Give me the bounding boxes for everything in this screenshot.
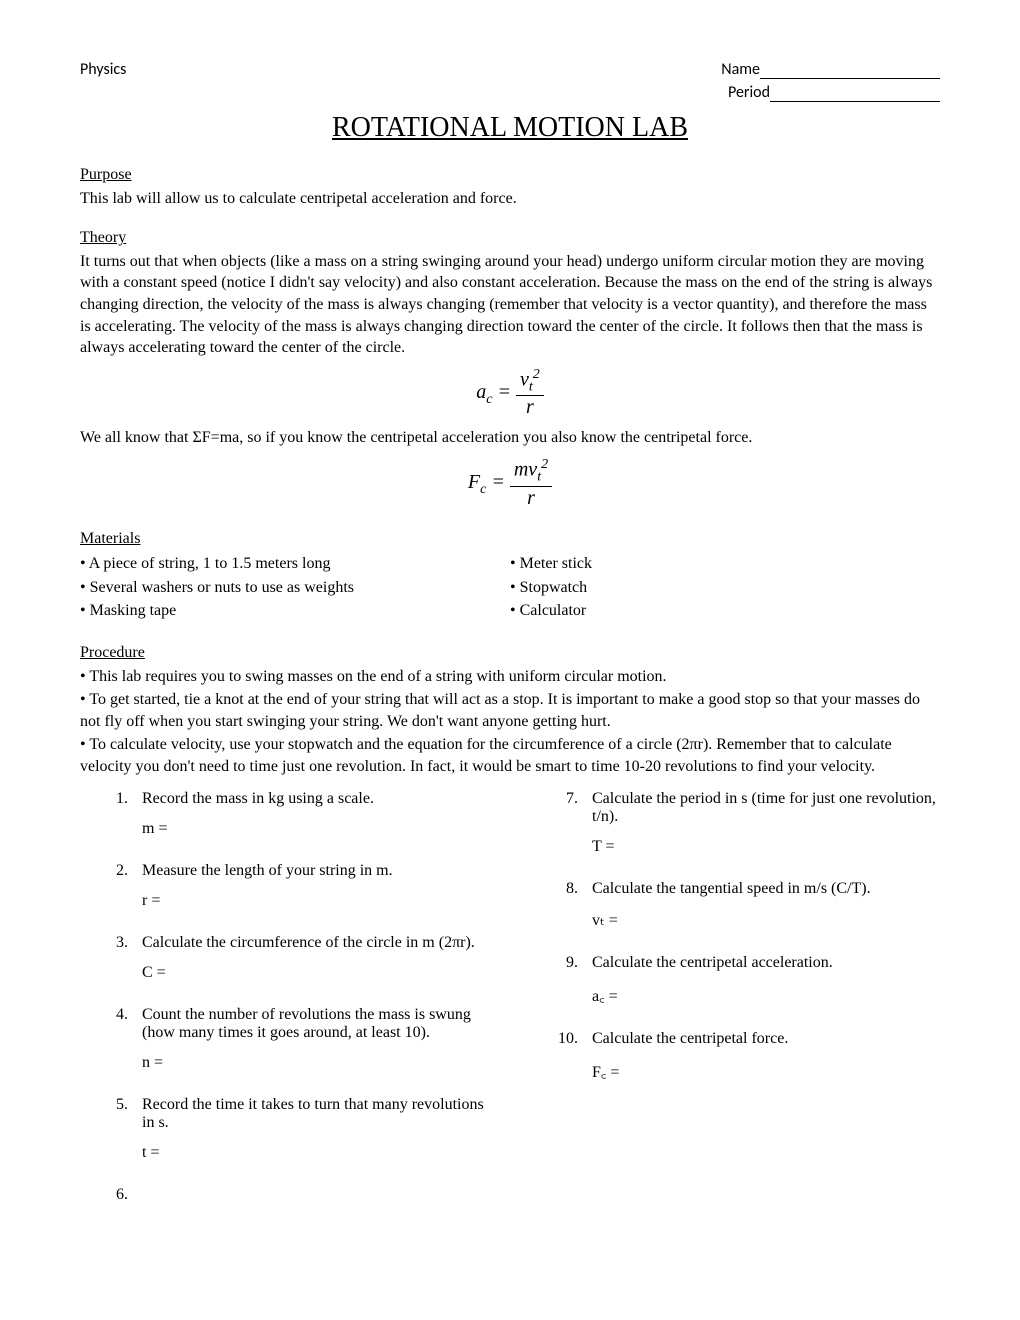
period-blank (770, 101, 940, 102)
materials-heading: Materials (80, 528, 940, 550)
f2-num: mvt2 (510, 457, 552, 487)
step-10-text: Calculate the centripetal force. (592, 1030, 788, 1047)
step-7-num: 7. (530, 790, 592, 872)
f2-frac: mvt2 r (510, 457, 552, 510)
equals2: = (491, 471, 510, 493)
f1-num-sup: 2 (533, 367, 540, 382)
step-6-num: 6. (80, 1186, 142, 1204)
step-4-body: Count the number of revolutions the mass… (142, 1006, 490, 1088)
step-1-num: 1. (80, 790, 142, 854)
step-7: 7. Calculate the period in s (time for j… (530, 790, 940, 872)
step-10-var: F꜀ = (592, 1060, 940, 1082)
mat-l-1: • Several washers or nuts to use as weig… (80, 577, 510, 599)
steps-right: 7. Calculate the period in s (time for j… (530, 790, 940, 1212)
f1-den: r (516, 396, 544, 419)
step-10-num: 10. (530, 1030, 592, 1098)
formula-ac: ac = vt2 r (80, 367, 940, 420)
f2-num-mv: mv (514, 459, 537, 481)
purpose-heading: Purpose (80, 164, 940, 186)
materials-right: • Meter stick • Stopwatch • Calculator (510, 551, 940, 624)
step-5: 5. Record the time it takes to turn that… (80, 1096, 490, 1178)
f2-den: r (510, 487, 552, 510)
f2-lhs: F (468, 471, 480, 493)
step-6: 6. (80, 1186, 490, 1204)
step-5-var: t = (142, 1144, 490, 1162)
theory-para1: It turns out that when objects (like a m… (80, 251, 940, 359)
proc-b0: • This lab requires you to swing masses … (80, 666, 940, 688)
step-8-body: Calculate the tangential speed in m/s (C… (592, 880, 940, 946)
step-8-var: vₜ = (592, 910, 940, 930)
step-9-var: a꜀ = (592, 984, 940, 1006)
step-4: 4. Count the number of revolutions the m… (80, 1006, 490, 1088)
step-9: 9. Calculate the centripetal acceleratio… (530, 954, 940, 1022)
formula-fc: Fc = mvt2 r (80, 457, 940, 510)
mat-r-1: • Stopwatch (510, 577, 940, 599)
step-3-num: 3. (80, 934, 142, 998)
f2-num-sup: 2 (541, 457, 548, 472)
step-8-num: 8. (530, 880, 592, 946)
step-10-body: Calculate the centripetal force. F꜀ = (592, 1030, 940, 1098)
steps-left: 1. Record the mass in kg using a scale. … (80, 790, 490, 1212)
f2-lhs-sub: c (480, 482, 486, 497)
page-title: ROTATIONAL MOTION LAB (80, 112, 940, 144)
materials-columns: • A piece of string, 1 to 1.5 meters lon… (80, 551, 940, 624)
materials-left: • A piece of string, 1 to 1.5 meters lon… (80, 551, 510, 624)
step-3: 3. Calculate the circumference of the ci… (80, 934, 490, 998)
step-10: 10. Calculate the centripetal force. F꜀ … (530, 1030, 940, 1098)
mat-r-2: • Calculator (510, 600, 940, 622)
step-2-body: Measure the length of your string in m. … (142, 862, 490, 926)
header-row-2: Period (80, 83, 940, 102)
step-4-num: 4. (80, 1006, 142, 1088)
mat-l-2: • Masking tape (80, 600, 510, 622)
step-1-body: Record the mass in kg using a scale. m = (142, 790, 490, 854)
f1-lhs-sub: c (486, 392, 492, 407)
step-3-body: Calculate the circumference of the circl… (142, 934, 490, 998)
f1-num-v: v (520, 368, 529, 390)
step-2-text: Measure the length of your string in m. (142, 862, 393, 879)
step-1-text: Record the mass in kg using a scale. (142, 790, 374, 807)
equals: = (497, 381, 516, 403)
step-9-num: 9. (530, 954, 592, 1022)
step-4-var: n = (142, 1054, 490, 1072)
theory-para2: We all know that ΣF=ma, so if you know t… (80, 427, 940, 449)
subject-label: Physics (80, 60, 126, 79)
purpose-text: This lab will allow us to calculate cent… (80, 188, 940, 210)
procedure-heading: Procedure (80, 642, 940, 664)
step-2: 2. Measure the length of your string in … (80, 862, 490, 926)
mat-r-0: • Meter stick (510, 553, 940, 575)
theory-heading: Theory (80, 227, 940, 249)
step-5-text: Record the time it takes to turn that ma… (142, 1096, 484, 1131)
f1-lhs: a (476, 381, 486, 403)
step-7-body: Calculate the period in s (time for just… (592, 790, 940, 872)
name-blank (760, 78, 940, 79)
step-3-text: Calculate the circumference of the circl… (142, 934, 475, 951)
mat-l-0: • A piece of string, 1 to 1.5 meters lon… (80, 553, 510, 575)
proc-b2: • To calculate velocity, use your stopwa… (80, 734, 940, 777)
step-2-var: r = (142, 892, 490, 910)
step-1-var: m = (142, 820, 490, 838)
steps-columns: 1. Record the mass in kg using a scale. … (80, 790, 940, 1212)
step-7-var: T = (592, 838, 940, 856)
step-6-body (142, 1186, 490, 1204)
step-5-num: 5. (80, 1096, 142, 1178)
step-8-text: Calculate the tangential speed in m/s (C… (592, 880, 871, 897)
step-3-var: C = (142, 964, 490, 982)
proc-b1: • To get started, tie a knot at the end … (80, 689, 940, 732)
step-9-body: Calculate the centripetal acceleration. … (592, 954, 940, 1022)
step-8: 8. Calculate the tangential speed in m/s… (530, 880, 940, 946)
step-7-text: Calculate the period in s (time for just… (592, 790, 936, 825)
step-2-num: 2. (80, 862, 142, 926)
header-right: Name (721, 60, 940, 79)
f1-frac: vt2 r (516, 367, 544, 420)
header-right-2: Period (728, 83, 940, 102)
step-1: 1. Record the mass in kg using a scale. … (80, 790, 490, 854)
step-4-text: Count the number of revolutions the mass… (142, 1006, 471, 1041)
name-label: Name (721, 60, 760, 79)
f1-num: vt2 (516, 367, 544, 397)
header-row: Physics Name (80, 60, 940, 79)
step-9-text: Calculate the centripetal acceleration. (592, 954, 833, 971)
period-label: Period (728, 83, 770, 102)
step-5-body: Record the time it takes to turn that ma… (142, 1096, 490, 1178)
